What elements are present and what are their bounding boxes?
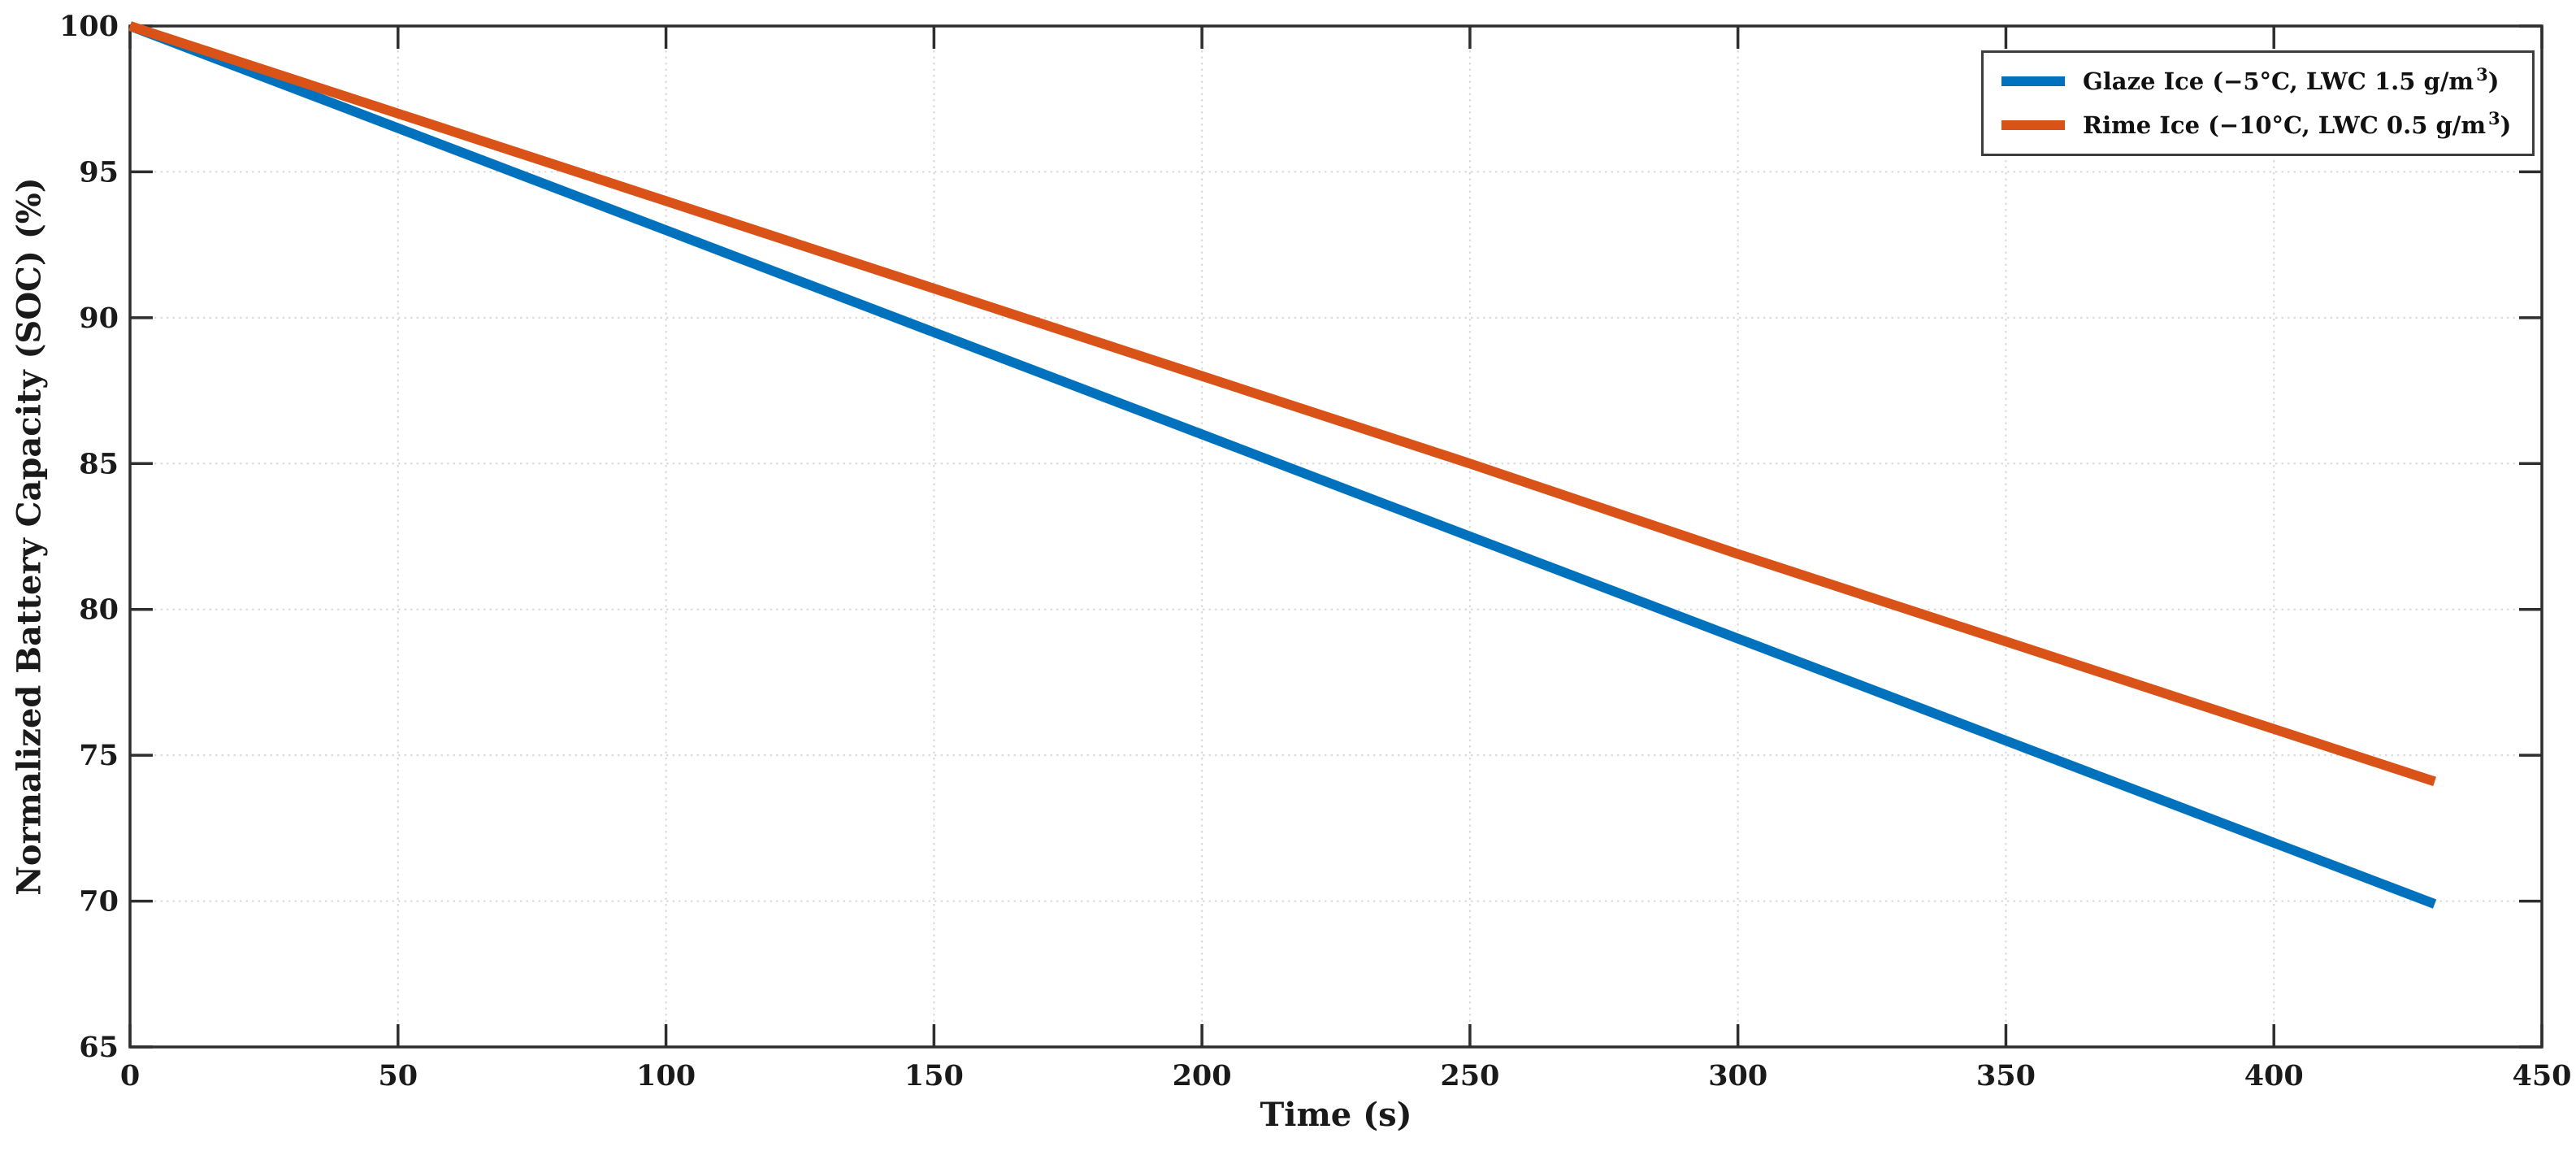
legend-label: Glaze Ice (−5°C, LWC 1.5 g/m 3): [2083, 63, 2500, 95]
series-line-rime-ice: [128, 21, 2436, 787]
y-tick-label: 85: [79, 447, 119, 480]
legend-item-glaze-ice: Glaze Ice (−5°C, LWC 1.5 g/m 3): [2001, 59, 2511, 103]
x-tick-label: 50: [378, 1059, 418, 1092]
x-tick-label: 450: [2512, 1059, 2571, 1092]
x-tick-label: 150: [904, 1059, 964, 1092]
x-tick-label: 400: [2244, 1059, 2304, 1092]
x-tick-label: 250: [1440, 1059, 1499, 1092]
legend-box: Glaze Ice (−5°C, LWC 1.5 g/m 3) Rime Ice (…: [1981, 50, 2535, 156]
x-tick-label: 300: [1708, 1059, 1767, 1092]
legend-label: Rime Ice (−10°C, LWC 0.5 g/m 3): [2083, 107, 2512, 139]
x-tick-label: 200: [1173, 1059, 1232, 1092]
x-tick-label: 0: [120, 1059, 140, 1092]
y-tick-label: 80: [79, 593, 119, 627]
y-tick-label: 95: [79, 155, 119, 189]
x-axis-title: Time (s): [1260, 1096, 1412, 1134]
y-tick-label: 70: [79, 885, 119, 919]
x-tick-label: 350: [1976, 1059, 2036, 1092]
y-tick-label: 65: [79, 1031, 119, 1064]
series-line-glaze-ice: [128, 21, 2437, 909]
y-tick-label: 90: [79, 302, 119, 335]
x-tick-label: 100: [636, 1059, 696, 1092]
y-tick-label: 75: [79, 739, 119, 772]
legend-line-swatch: [2001, 76, 2065, 86]
legend-item-rime-ice: Rime Ice (−10°C, LWC 0.5 g/m 3): [2001, 103, 2511, 147]
y-axis-title: Normalized Battery Capacity (SOC) (%): [10, 177, 49, 896]
legend-line-swatch: [2001, 120, 2065, 130]
axes-box: [128, 24, 2543, 1049]
y-tick-label: 100: [59, 10, 119, 43]
